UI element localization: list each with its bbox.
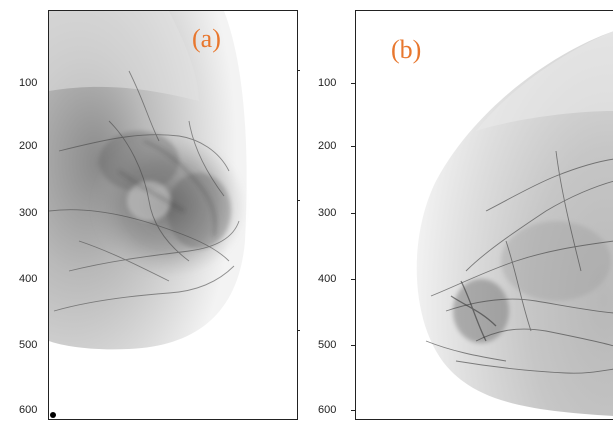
mammogram-image-a [49, 11, 247, 418]
panel-a-tick-mark [296, 330, 300, 331]
panel-b-y-tick-600: 600 [318, 404, 337, 416]
panel-b-tick-mark [351, 279, 355, 280]
panel-a-y-tick-400: 400 [19, 273, 38, 285]
panel-label-b: (b) [391, 35, 422, 64]
panel-a-y-tick-300: 300 [19, 207, 38, 219]
panel-a-y-tick-200: 200 [19, 140, 38, 152]
panel-label-a: (a) [192, 24, 221, 53]
panel-a-y-tick-600: 600 [19, 404, 38, 416]
panel-b-y-tick-100: 100 [318, 77, 337, 89]
mammogram-image-b [416, 31, 613, 416]
panel-a-tick-mark [296, 200, 300, 201]
panel-a-y-tick-500: 500 [19, 339, 38, 351]
mammogram-panel-b: (b) [355, 10, 613, 420]
panel-b-y-tick-300: 300 [318, 207, 337, 219]
panel-b-y-tick-200: 200 [318, 140, 337, 152]
panel-b-tick-mark [351, 410, 355, 411]
panel-b-tick-mark [351, 345, 355, 346]
panel-b-tick-mark [351, 83, 355, 84]
mammogram-panel-a: (a) [48, 10, 298, 420]
panel-b-y-tick-400: 400 [318, 273, 337, 285]
panel-b-tick-mark [351, 213, 355, 214]
panel-b-tick-mark [351, 146, 355, 147]
panel-a-y-tick-100: 100 [19, 77, 38, 89]
panel-a-tick-mark [296, 70, 300, 71]
panel-b-y-tick-500: 500 [318, 339, 337, 351]
